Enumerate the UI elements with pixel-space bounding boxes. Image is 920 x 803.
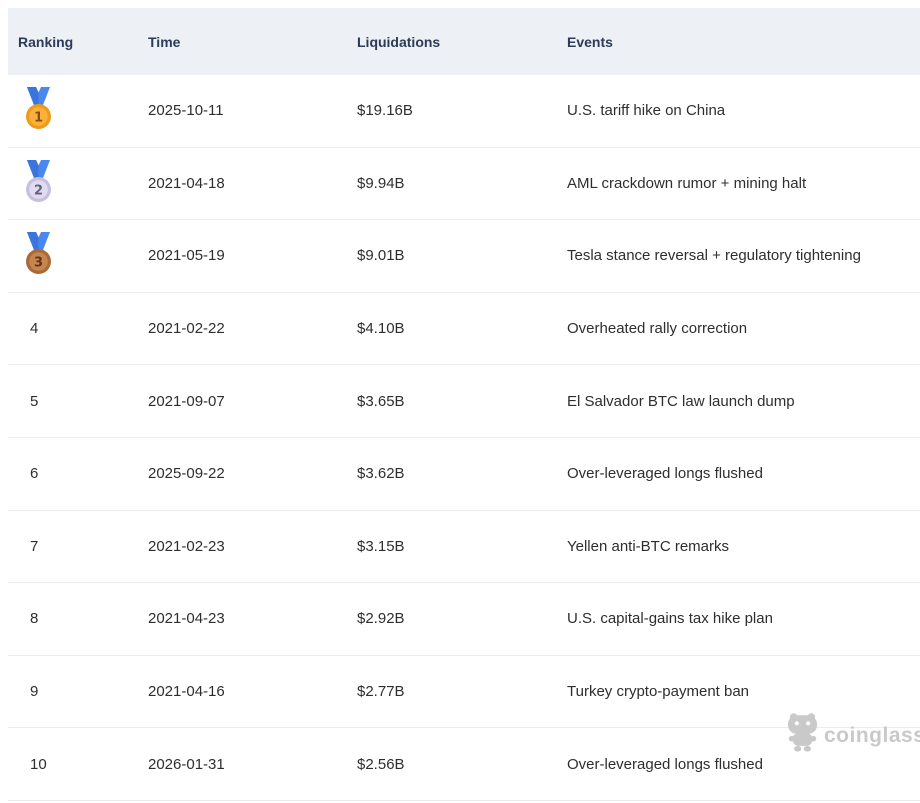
column-header-time: Time (148, 33, 181, 50)
ranking-cell: 2 (8, 159, 148, 207)
table-row: 10 2026-01-31 $2.56B Over-leveraged longs f… (8, 728, 920, 801)
table-row: 4 2021-02-22 $4.10B Overheated rally correc… (8, 293, 920, 366)
time-cell: 2021-02-23 (148, 537, 225, 555)
table-row: 7 2021-02-23 $3.15B Yellen anti-BTC remarks (8, 511, 920, 584)
liquidations-cell: $19.16B (357, 102, 413, 120)
event-cell: Tesla stance reversal + regulatory tight… (567, 247, 861, 265)
event-cell: Over-leveraged longs flushed (567, 755, 763, 773)
ranking-cell: 10 (8, 756, 148, 773)
liquidations-cell: $2.77B (357, 683, 405, 701)
ranking-cell: 4 (8, 320, 148, 337)
liquidations-ranking-table: Ranking Time Liquidations Events 1 2025-10-1… (8, 8, 920, 801)
event-cell: Overheated rally correction (567, 320, 748, 338)
ranking-cell: 1 (8, 87, 148, 134)
column-header-liquidations: Liquidations (357, 33, 441, 50)
svg-text:1: 1 (34, 111, 43, 126)
event-cell: Over-leveraged longs flushed (567, 465, 763, 483)
ranking-cell: 5 (8, 393, 148, 410)
event-cell: U.S. tariff hike on China (567, 102, 726, 120)
ranking-cell: 3 (8, 232, 148, 279)
event-cell: El Salvador BTC law launch dump (567, 392, 795, 410)
table-row: 6 2025-09-22 $3.62B Over-leveraged longs fl… (8, 438, 920, 511)
table-row: 9 2021-04-16 $2.77B Turkey crypto-payment b… (8, 656, 920, 729)
event-cell: Turkey crypto-payment ban (567, 683, 750, 701)
time-cell: 2021-04-16 (148, 683, 225, 701)
silver-medal-icon: 2 (25, 159, 52, 207)
time-cell: 2026-01-31 (148, 755, 225, 773)
time-cell: 2025-09-22 (148, 465, 225, 483)
rank-number: 6 (30, 465, 39, 483)
time-cell: 2021-02-22 (148, 320, 225, 338)
liquidations-cell: $3.65B (357, 392, 405, 410)
table-row: 3 2021-05-19 $9.01B Tesla stance reversal +… (8, 220, 920, 293)
bronze-medal-icon: 3 (25, 232, 52, 279)
time-cell: 2021-04-23 (148, 610, 225, 628)
ranking-cell: 7 (8, 538, 148, 555)
liquidations-cell: $4.10B (357, 320, 405, 338)
table-row: 2 2021-04-18 $9.94B AML crackdown rumor + m… (8, 148, 920, 221)
svg-text:3: 3 (34, 256, 43, 271)
table-row: 8 2021-04-23 $2.92B U.S. capital-gains tax … (8, 583, 920, 656)
rank-number: 4 (30, 320, 39, 338)
column-header-events: Events (567, 33, 613, 50)
table-header-row: Ranking Time Liquidations Events (8, 8, 920, 75)
rank-number: 9 (30, 683, 39, 701)
liquidations-cell: $3.62B (357, 465, 405, 483)
svg-text:2: 2 (34, 183, 43, 198)
ranking-cell: 6 (8, 465, 148, 482)
time-cell: 2021-05-19 (148, 247, 225, 265)
event-cell: U.S. capital-gains tax hike plan (567, 610, 773, 628)
liquidations-cell: $2.56B (357, 755, 405, 773)
liquidations-cell: $3.15B (357, 537, 405, 555)
liquidations-cell: $9.94B (357, 174, 405, 192)
coinglass-mascot-icon (786, 712, 819, 759)
coinglass-watermark: coinglass (786, 712, 920, 759)
rank-number: 5 (30, 392, 39, 410)
coinglass-brand-text: coinglass (824, 723, 920, 747)
time-cell: 2021-04-18 (148, 174, 225, 192)
event-cell: AML crackdown rumor + mining halt (567, 174, 807, 192)
rank-number: 10 (30, 755, 47, 773)
column-header-ranking: Ranking (18, 33, 74, 50)
ranking-cell: 9 (8, 683, 148, 700)
liquidations-cell: $9.01B (357, 247, 405, 265)
event-cell: Yellen anti-BTC remarks (567, 537, 730, 555)
time-cell: 2025-10-11 (148, 102, 224, 120)
rank-number: 7 (30, 537, 39, 555)
table-row: 5 2021-09-07 $3.65B El Salvador BTC law lau… (8, 365, 920, 438)
table-body: 1 2025-10-11 $19.16B U.S. tariff hike on Ch… (8, 75, 920, 801)
time-cell: 2021-09-07 (148, 392, 225, 410)
rank-number: 8 (30, 610, 39, 628)
gold-medal-icon: 1 (25, 87, 52, 134)
ranking-cell: 8 (8, 610, 148, 627)
table-row: 1 2025-10-11 $19.16B U.S. tariff hike on Ch… (8, 75, 920, 148)
liquidations-cell: $2.92B (357, 610, 405, 628)
